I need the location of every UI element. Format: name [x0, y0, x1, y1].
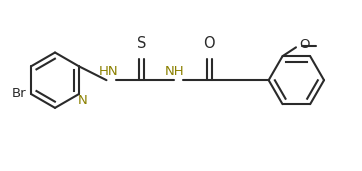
Text: N: N — [77, 94, 87, 107]
Text: O: O — [203, 36, 215, 51]
Text: S: S — [136, 36, 146, 51]
Text: Br: Br — [12, 87, 27, 100]
Text: NH: NH — [165, 65, 184, 78]
Text: O: O — [299, 38, 309, 51]
Text: HN: HN — [98, 65, 118, 78]
